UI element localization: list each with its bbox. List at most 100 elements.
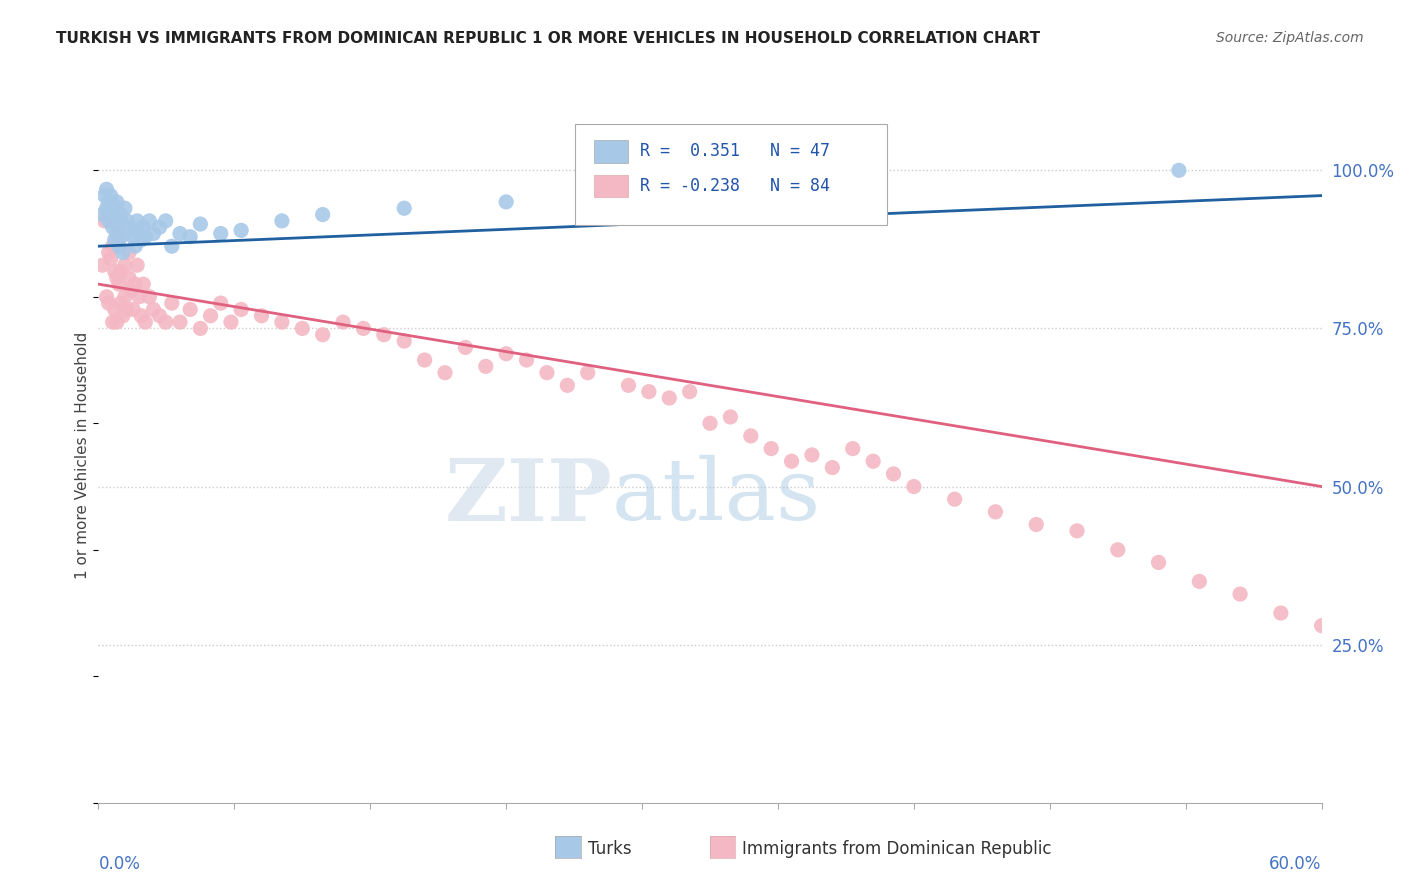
Point — [312, 208, 335, 222]
Point — [134, 315, 156, 329]
Point — [110, 296, 132, 310]
Point — [617, 378, 640, 392]
Point — [209, 227, 232, 241]
Point — [105, 227, 128, 241]
Point — [188, 321, 212, 335]
Point — [413, 353, 436, 368]
Point — [97, 194, 120, 209]
Point — [821, 460, 844, 475]
Point — [108, 277, 131, 292]
Point — [536, 366, 558, 380]
Point — [841, 442, 863, 456]
Point — [96, 201, 118, 215]
Point — [142, 302, 165, 317]
Point — [312, 327, 335, 342]
Point — [101, 220, 124, 235]
Point — [100, 188, 122, 202]
Point — [699, 417, 721, 431]
Point — [110, 208, 132, 222]
Text: R = -0.238   N = 84: R = -0.238 N = 84 — [640, 177, 831, 194]
Point — [101, 315, 124, 329]
Point — [373, 327, 395, 342]
Point — [984, 505, 1007, 519]
Point — [108, 227, 131, 241]
Point — [97, 245, 120, 260]
Point — [495, 347, 517, 361]
Point — [104, 233, 127, 247]
Point — [179, 229, 201, 244]
Point — [149, 220, 172, 235]
Point — [122, 302, 145, 317]
Point — [638, 384, 661, 399]
Text: TURKISH VS IMMIGRANTS FROM DOMINICAN REPUBLIC 1 OR MORE VEHICLES IN HOUSEHOLD CO: TURKISH VS IMMIGRANTS FROM DOMINICAN REP… — [56, 31, 1040, 46]
Text: 60.0%: 60.0% — [1270, 855, 1322, 873]
Point — [115, 302, 138, 317]
Point — [96, 182, 118, 196]
Point — [124, 277, 146, 292]
Point — [108, 239, 131, 253]
Point — [114, 227, 136, 241]
Point — [118, 220, 141, 235]
Point — [231, 223, 253, 237]
Point — [127, 214, 149, 228]
Point — [127, 258, 149, 272]
Point — [132, 220, 155, 235]
Point — [332, 315, 354, 329]
Point — [658, 391, 681, 405]
Point — [576, 366, 599, 380]
Point — [100, 252, 122, 266]
Y-axis label: 1 or more Vehicles in Household: 1 or more Vehicles in Household — [75, 331, 90, 579]
Point — [110, 264, 132, 278]
Point — [118, 270, 141, 285]
Point — [120, 284, 142, 298]
Point — [111, 245, 134, 260]
Point — [111, 220, 134, 235]
Point — [179, 302, 201, 317]
Point — [231, 302, 253, 317]
Point — [943, 492, 966, 507]
Point — [160, 296, 183, 310]
Point — [1229, 587, 1251, 601]
Point — [108, 214, 131, 228]
Point — [114, 258, 136, 272]
Point — [118, 245, 141, 260]
Point — [1107, 542, 1129, 557]
Point — [1066, 524, 1088, 538]
Point — [93, 214, 115, 228]
Point — [557, 378, 579, 392]
Point — [120, 223, 142, 237]
Point — [93, 188, 115, 202]
Point — [100, 208, 122, 222]
Point — [740, 429, 762, 443]
Point — [495, 194, 517, 209]
Point — [155, 315, 177, 329]
Point — [104, 264, 127, 278]
Point — [91, 258, 114, 272]
Point — [1025, 517, 1047, 532]
FancyBboxPatch shape — [593, 175, 628, 197]
Point — [219, 315, 242, 329]
Point — [392, 334, 416, 348]
Point — [883, 467, 905, 481]
Point — [160, 239, 183, 253]
Point — [128, 227, 150, 241]
Point — [105, 315, 128, 329]
Point — [97, 214, 120, 228]
Point — [104, 302, 127, 317]
Point — [124, 239, 146, 253]
Point — [97, 296, 120, 310]
Point — [291, 321, 314, 335]
Point — [801, 448, 824, 462]
Point — [91, 208, 114, 222]
Point — [679, 384, 702, 399]
Point — [474, 359, 498, 374]
Point — [96, 290, 118, 304]
Text: Immigrants from Dominican Republic: Immigrants from Dominican Republic — [742, 840, 1052, 858]
Point — [250, 309, 273, 323]
Point — [169, 227, 191, 241]
Point — [149, 309, 172, 323]
Text: R =  0.351   N = 47: R = 0.351 N = 47 — [640, 142, 831, 160]
Point — [129, 309, 152, 323]
Point — [188, 217, 212, 231]
Point — [105, 270, 128, 285]
